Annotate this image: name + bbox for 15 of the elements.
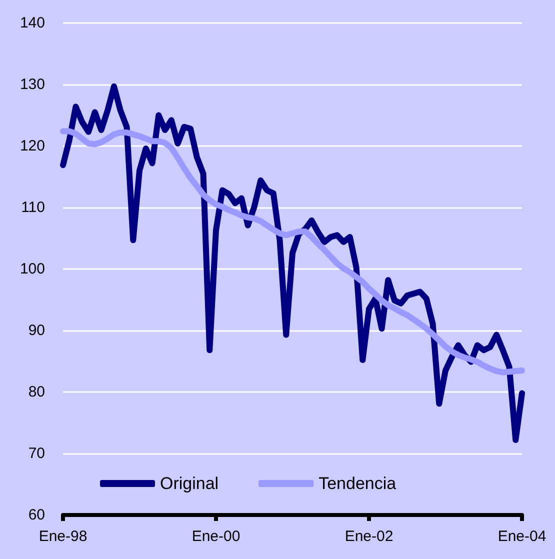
y-tick-label: 130 [20,76,45,93]
legend-label: Tendencia [318,474,397,493]
y-tick-label: 100 [20,260,45,278]
y-tick-label: 70 [28,445,45,462]
y-tick-label: 120 [20,138,45,154]
y-tick-label: 60 [28,506,45,524]
x-tick-label: Ene-98 [38,528,88,545]
y-tick-label: 90 [28,322,45,339]
x-tick-label: Ene-02 [344,528,394,545]
x-tick-label: Ene-04 [498,528,546,545]
y-tick-label: 80 [28,384,45,400]
y-tick-label: 110 [21,199,45,216]
x-tick-label: Ene-00 [192,528,240,545]
legend-label: Original [160,474,219,493]
y-tick-label: 140 [20,14,45,32]
